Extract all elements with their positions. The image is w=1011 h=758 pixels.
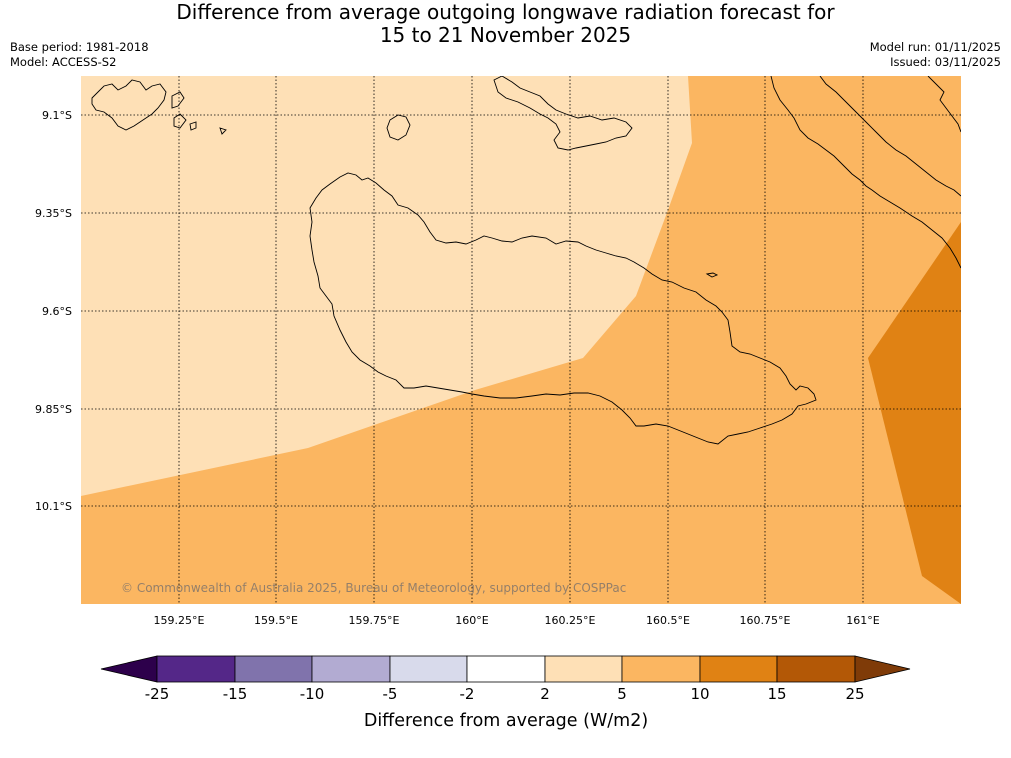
colorbar-tick: -2 [460, 685, 475, 703]
colorbar-bin [544, 655, 623, 683]
lat-label: 9.85°S [35, 403, 72, 416]
colorbar-extend-low [100, 655, 158, 683]
colorbar-tick: 2 [540, 685, 550, 703]
colorbar-tick: -15 [223, 685, 248, 703]
model-run-label: Model run: 01/11/2025 [869, 40, 1001, 54]
longitude-labels: 159.25°E 159.5°E 159.75°E 160°E 160.25°E… [154, 614, 880, 627]
chart-title-line2: 15 to 21 November 2025 [379, 23, 632, 47]
coastline-florida-islands-east [493, 76, 633, 151]
lon-label: 159.5°E [254, 614, 298, 627]
colorbar-bin [389, 655, 468, 683]
coastlines [91, 76, 961, 445]
colorbar-bin [466, 655, 546, 683]
latitude-labels: 9.1°S 9.35°S 9.6°S 9.85°S 10.1°S [35, 109, 72, 513]
lon-label: 160°E [455, 614, 488, 627]
colorbar-tick: 5 [617, 685, 627, 703]
colorbar-tick: -5 [383, 685, 398, 703]
anomaly-region-pale [81, 76, 692, 496]
colorbar-extend-high [854, 655, 911, 683]
lat-label: 9.6°S [42, 305, 72, 318]
lon-label: 160.5°E [646, 614, 690, 627]
colorbar-tick: 10 [690, 685, 709, 703]
lon-label: 160.25°E [545, 614, 596, 627]
issued-label: Issued: 03/11/2025 [890, 55, 1001, 69]
coastline-guadalcanal [309, 172, 817, 445]
colorbar-tick: -10 [300, 685, 325, 703]
model-label: Model: ACCESS-S2 [10, 55, 117, 69]
colorbar-tick: -25 [145, 685, 170, 703]
coastline-malaita [770, 76, 961, 269]
lon-label: 161°E [846, 614, 879, 627]
chart-title-line1: Difference from average outgoing longwav… [176, 0, 835, 24]
lat-label: 9.35°S [35, 207, 72, 220]
colorbar-tick: 15 [767, 685, 786, 703]
coastline-savo-island [386, 114, 411, 141]
lat-label: 9.1°S [42, 109, 72, 122]
colorbar-bin [156, 655, 236, 683]
colorbar-bin [776, 655, 856, 683]
colorbar-bin [311, 655, 391, 683]
colorbar-ticks: -25 -15 -10 -5 -2 2 5 10 15 25 [145, 685, 865, 703]
map-area [81, 76, 961, 604]
colorbar-tick: 25 [845, 685, 864, 703]
lon-label: 159.75°E [349, 614, 400, 627]
coastline-small-islet [705, 272, 719, 278]
anomaly-region-orange [868, 222, 961, 604]
colorbar-bin [699, 655, 778, 683]
map-gridlines [81, 76, 961, 604]
lon-label: 159.25°E [154, 614, 205, 627]
lat-label: 10.1°S [35, 500, 72, 513]
copyright-notice: © Commonwealth of Australia 2025, Bureau… [121, 581, 626, 595]
colorbar [100, 655, 911, 683]
colorbar-label: Difference from average (W/m2) [364, 711, 648, 731]
colorbar-bin [234, 655, 313, 683]
coastline-florida-islands-west [91, 79, 227, 135]
colorbar-bin [621, 655, 701, 683]
lon-label: 160.75°E [740, 614, 791, 627]
base-period-label: Base period: 1981-2018 [10, 40, 149, 54]
